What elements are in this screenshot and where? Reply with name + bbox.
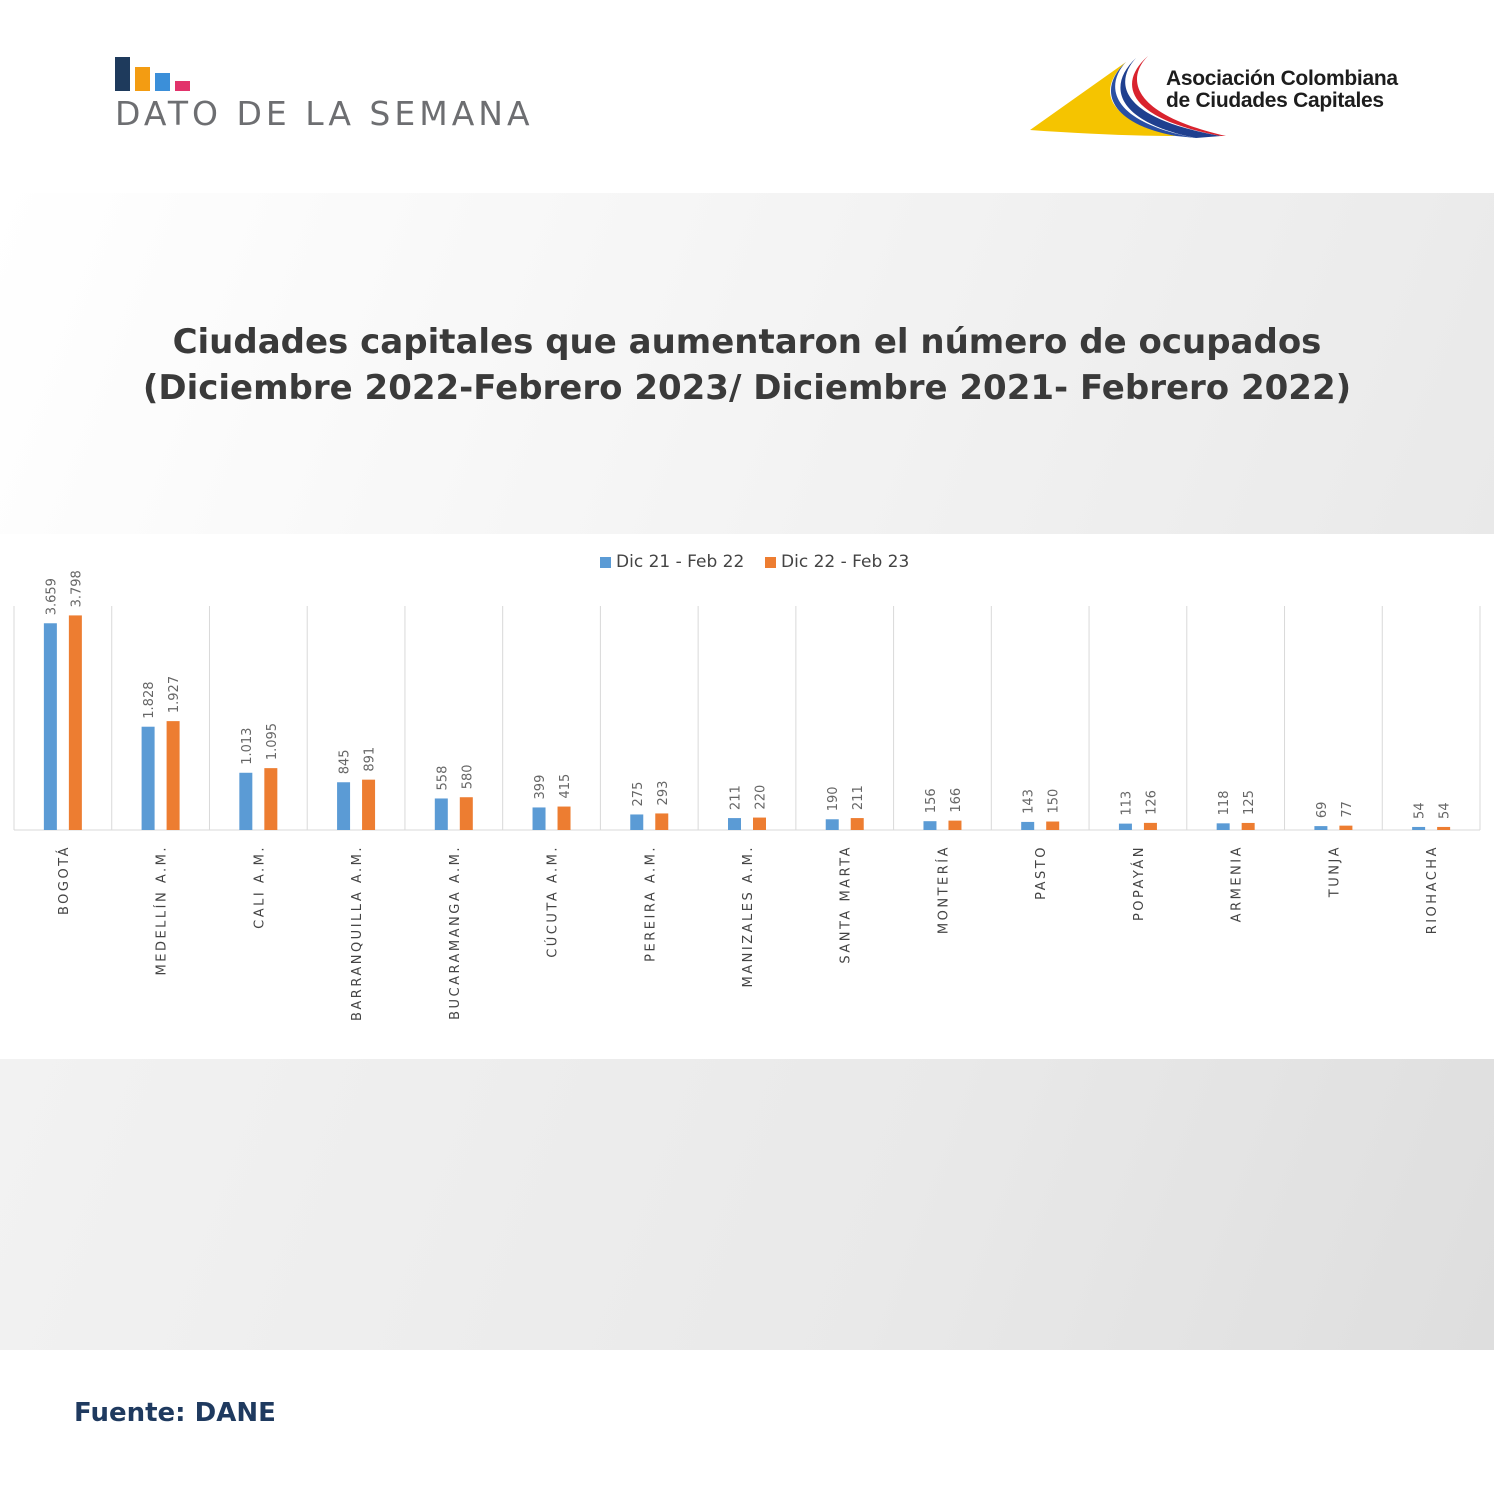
bar xyxy=(728,818,741,830)
bar xyxy=(825,819,839,830)
bar xyxy=(948,820,962,830)
bar xyxy=(362,779,376,830)
bar xyxy=(850,818,864,830)
chart-title-line-2: (Diciembre 2022-Febrero 2023/ Diciembre … xyxy=(142,368,1352,408)
data-label: 77 xyxy=(1340,801,1355,818)
bar xyxy=(337,782,351,830)
x-tick-label: CÚCUTA A.M. xyxy=(545,845,561,958)
bar xyxy=(1339,825,1353,830)
bar xyxy=(1241,822,1255,830)
bar xyxy=(532,807,546,830)
x-tick-label: CALI A.M. xyxy=(252,845,267,929)
data-label: 211 xyxy=(851,785,866,810)
data-label: 118 xyxy=(1217,791,1232,816)
data-label: 3.798 xyxy=(69,570,84,607)
x-tick-label: RIOHACHA xyxy=(1425,845,1440,934)
header: DATO DE LA SEMANA Asociación Colombiana … xyxy=(0,0,1494,193)
x-tick-label: ARMENIA xyxy=(1230,845,1245,922)
legend-label-2: Dic 22 - Feb 23 xyxy=(781,552,909,572)
data-label: 166 xyxy=(949,788,964,813)
data-label: 220 xyxy=(754,785,769,810)
x-tick-label: BOGOTÁ xyxy=(56,845,72,915)
legend-swatch-1 xyxy=(600,557,611,568)
data-label: 1.828 xyxy=(142,681,157,718)
org-name-line-1: Asociación Colombiana xyxy=(1166,67,1398,90)
x-tick-label: SANTA MARTA xyxy=(839,845,854,964)
bar xyxy=(923,821,937,830)
data-label: 126 xyxy=(1144,790,1159,815)
brand-text: DATO DE LA SEMANA xyxy=(115,94,534,133)
data-label: 3.659 xyxy=(44,578,59,615)
x-tick-label: BUCARAMANGA A.M. xyxy=(448,845,463,1020)
data-label: 156 xyxy=(924,788,939,813)
bar xyxy=(1437,826,1451,830)
data-label: 125 xyxy=(1242,790,1257,815)
bar xyxy=(753,817,766,830)
data-label: 190 xyxy=(826,786,841,811)
footer: Fuente: DANE xyxy=(0,1350,1494,1492)
title-band: Ciudades capitales que aumentaron el núm… xyxy=(0,193,1494,534)
data-label: 580 xyxy=(460,764,475,789)
bar xyxy=(166,721,180,830)
org-name-line-2: de Ciudades Capitales xyxy=(1166,89,1384,112)
data-label: 211 xyxy=(729,785,744,810)
data-label: 113 xyxy=(1119,791,1134,816)
brand-bar-pink xyxy=(175,81,190,91)
brand-bars-logo xyxy=(115,55,195,91)
bar xyxy=(43,623,57,830)
x-tick-label: MONTERÍA xyxy=(935,845,951,934)
x-tick-label: TUNJA xyxy=(1327,845,1342,898)
data-label: 1.013 xyxy=(240,728,255,765)
org-logo-icon xyxy=(1030,56,1226,138)
data-label: 1.095 xyxy=(265,723,280,760)
bar xyxy=(434,798,448,830)
bar xyxy=(459,797,473,830)
bar xyxy=(239,772,253,830)
bar xyxy=(557,806,571,830)
bar xyxy=(1216,823,1230,830)
data-label: 54 xyxy=(1413,802,1428,819)
data-label: 845 xyxy=(338,749,353,774)
brand-bar-dark-blue xyxy=(115,57,130,91)
chart-title: Ciudades capitales que aumentaron el núm… xyxy=(0,319,1494,411)
brand-bar-orange xyxy=(135,67,150,91)
bar xyxy=(68,615,82,830)
source-note: Fuente: DANE xyxy=(74,1398,276,1428)
bar-chart: Dic 21 - Feb 22 Dic 22 - Feb 23 3.659 3.798… xyxy=(13,552,1481,1021)
data-label: 54 xyxy=(1438,802,1453,819)
bottom-band xyxy=(0,1059,1494,1350)
data-label: 150 xyxy=(1047,789,1062,814)
bar xyxy=(141,726,155,830)
x-tick-label: PEREIRA A.M. xyxy=(643,845,658,962)
x-tick-label: MEDELLÍN A.M. xyxy=(154,845,170,975)
data-label: 891 xyxy=(363,747,378,772)
data-label: 69 xyxy=(1315,802,1330,819)
data-label: 293 xyxy=(656,781,671,806)
bar xyxy=(1118,823,1132,830)
x-tick-label: POPAYÁN xyxy=(1131,845,1147,921)
data-label: 1.927 xyxy=(167,676,182,713)
legend-label-1: Dic 21 - Feb 22 xyxy=(616,552,744,572)
data-label: 415 xyxy=(558,774,573,799)
bar xyxy=(264,768,278,830)
data-label: 143 xyxy=(1022,789,1037,814)
bar xyxy=(630,814,644,830)
chart-title-line-1: Ciudades capitales que aumentaron el núm… xyxy=(172,322,1322,362)
data-label: 558 xyxy=(435,766,450,791)
chart-area: Dic 21 - Feb 22 Dic 22 - Feb 23 3.659 3.798… xyxy=(0,534,1494,1059)
bar xyxy=(655,813,669,830)
bar xyxy=(1021,821,1035,830)
x-tick-label: PASTO xyxy=(1034,845,1049,900)
x-tick-label: MANIZALES A.M. xyxy=(741,845,756,987)
bar xyxy=(1314,826,1328,830)
data-label: 275 xyxy=(631,782,646,807)
legend-swatch-2 xyxy=(765,557,776,568)
bar xyxy=(1143,822,1157,830)
bar xyxy=(1046,821,1060,830)
data-label: 399 xyxy=(533,775,548,800)
org-name: Asociación Colombiana de Ciudades Capita… xyxy=(1166,68,1398,112)
bar xyxy=(1412,826,1426,830)
x-tick-label: BARRANQUILLA A.M. xyxy=(350,845,365,1021)
brand-bar-blue xyxy=(155,73,170,91)
